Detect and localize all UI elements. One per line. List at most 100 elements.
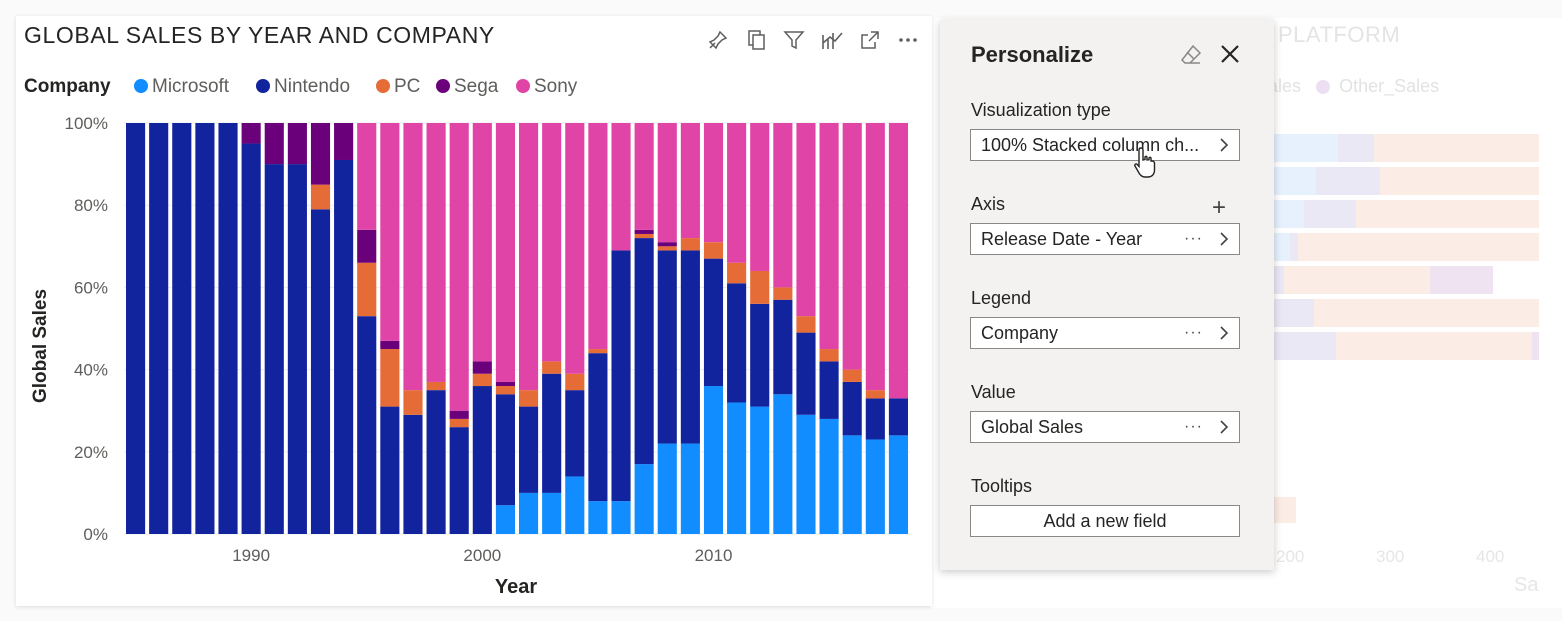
bar-nintendo-1996[interactable] xyxy=(380,406,400,534)
bar-microsoft-2014[interactable] xyxy=(796,414,816,534)
legend-item-sega[interactable]: Sega xyxy=(454,76,499,97)
bar-nintendo-2011[interactable] xyxy=(727,283,747,403)
pin-icon[interactable] xyxy=(704,26,732,54)
legend-item-microsoft[interactable]: Microsoft xyxy=(152,76,230,97)
bar-microsoft-2006[interactable] xyxy=(611,501,631,534)
bar-sega-1992[interactable] xyxy=(287,123,307,165)
bar-microsoft-2011[interactable] xyxy=(727,402,747,534)
bar-microsoft-2010[interactable] xyxy=(703,386,724,534)
bar-nintendo-2007[interactable] xyxy=(634,238,654,465)
bar-pc-2009[interactable] xyxy=(680,238,700,251)
bar-sony-2002[interactable] xyxy=(519,123,539,391)
bar-sony-1996[interactable] xyxy=(380,123,400,341)
bar-sony-2009[interactable] xyxy=(680,123,700,239)
copy-icon[interactable] xyxy=(742,26,770,54)
bar-pc-1999[interactable] xyxy=(449,418,469,428)
bar-sony-2010[interactable] xyxy=(703,123,724,243)
bar-nintendo-1991[interactable] xyxy=(264,164,284,534)
bar-nintendo-1992[interactable] xyxy=(287,164,307,534)
bar-nintendo-1990[interactable] xyxy=(241,143,261,535)
bar-microsoft-2009[interactable] xyxy=(680,443,700,534)
bar-sony-2018[interactable] xyxy=(888,123,908,399)
bar-sony-2013[interactable] xyxy=(773,123,793,288)
bar-sony-2005[interactable] xyxy=(588,123,608,350)
bar-sega-2007[interactable] xyxy=(634,229,654,234)
bar-sony-2004[interactable] xyxy=(565,123,585,374)
bar-pc-2015[interactable] xyxy=(819,349,839,362)
bar-pc-1995[interactable] xyxy=(357,262,377,317)
bar-sony-2015[interactable] xyxy=(819,123,839,350)
bar-pc-2002[interactable] xyxy=(519,390,539,407)
legend-item-sony[interactable]: Sony xyxy=(534,76,578,97)
bar-sony-2012[interactable] xyxy=(750,123,770,271)
bar-sony-2000[interactable] xyxy=(472,123,492,362)
bar-microsoft-2015[interactable] xyxy=(819,418,839,534)
bar-sony-2006[interactable] xyxy=(611,123,631,251)
value-more-icon[interactable]: ··· xyxy=(1184,418,1203,435)
bar-nintendo-2009[interactable] xyxy=(680,250,700,444)
bar-sega-1991[interactable] xyxy=(264,123,284,165)
bar-pc-2011[interactable] xyxy=(727,262,747,284)
bar-pc-1998[interactable] xyxy=(426,381,446,391)
bar-pc-2012[interactable] xyxy=(750,270,770,304)
eraser-icon[interactable] xyxy=(1178,42,1204,68)
bar-sony-2017[interactable] xyxy=(865,123,885,391)
expand-icon[interactable] xyxy=(856,26,884,54)
bar-sega-2001[interactable] xyxy=(495,381,515,387)
bar-nintendo-2006[interactable] xyxy=(611,250,631,502)
bar-nintendo-2015[interactable] xyxy=(819,361,839,419)
filter-icon[interactable] xyxy=(780,26,808,54)
bar-pc-2004[interactable] xyxy=(565,373,585,391)
bar-nintendo-2010[interactable] xyxy=(703,258,724,387)
bar-nintendo-2013[interactable] xyxy=(773,299,793,395)
bar-pc-1996[interactable] xyxy=(380,349,400,407)
bar-pc-1997[interactable] xyxy=(403,390,423,415)
bar-sony-2001[interactable] xyxy=(495,123,515,382)
bar-pc-2010[interactable] xyxy=(703,242,724,259)
more-options-icon[interactable] xyxy=(894,26,922,54)
bar-pc-2017[interactable] xyxy=(865,390,885,399)
bar-microsoft-2013[interactable] xyxy=(773,394,793,534)
axis-more-icon[interactable]: ··· xyxy=(1184,230,1203,247)
chevron-right-icon[interactable] xyxy=(1215,418,1233,436)
bar-nintendo-2001[interactable] xyxy=(495,394,515,506)
bar-microsoft-2018[interactable] xyxy=(888,435,908,534)
legend-field[interactable]: Company ··· xyxy=(970,317,1240,349)
legend-more-icon[interactable]: ··· xyxy=(1184,324,1203,341)
bar-nintendo-1987[interactable] xyxy=(172,123,192,534)
legend-item-pc[interactable]: PC xyxy=(394,76,420,97)
bar-nintendo-1985[interactable] xyxy=(126,123,146,534)
bar-sony-1995[interactable] xyxy=(357,123,377,230)
bar-nintendo-1995[interactable] xyxy=(357,316,377,534)
bar-pc-1993[interactable] xyxy=(310,184,331,210)
bar-nintendo-2002[interactable] xyxy=(519,406,539,493)
chevron-right-icon[interactable] xyxy=(1215,324,1233,342)
bar-nintendo-1997[interactable] xyxy=(403,414,423,534)
bar-sony-1998[interactable] xyxy=(426,123,446,382)
chevron-right-icon[interactable] xyxy=(1215,230,1233,248)
bar-microsoft-2016[interactable] xyxy=(842,435,862,534)
add-tooltip-field-button[interactable]: Add a new field xyxy=(970,505,1240,537)
bar-nintendo-2014[interactable] xyxy=(796,332,816,415)
bar-pc-2003[interactable] xyxy=(542,361,562,374)
close-icon[interactable] xyxy=(1216,40,1244,68)
bar-pc-2000[interactable] xyxy=(472,373,492,387)
bar-sega-2000[interactable] xyxy=(472,361,492,374)
bar-nintendo-2018[interactable] xyxy=(888,398,908,436)
bar-pc-2014[interactable] xyxy=(796,316,816,333)
bar-nintendo-2012[interactable] xyxy=(750,303,770,407)
bar-nintendo-1986[interactable] xyxy=(149,123,169,534)
bar-pc-2007[interactable] xyxy=(634,233,654,239)
bar-nintendo-2008[interactable] xyxy=(657,250,677,444)
bar-microsoft-2017[interactable] xyxy=(865,439,885,534)
bar-microsoft-2002[interactable] xyxy=(519,492,539,534)
bar-sega-1990[interactable] xyxy=(241,123,261,144)
legend-item-nintendo[interactable]: Nintendo xyxy=(274,76,350,97)
bar-sony-2003[interactable] xyxy=(542,123,562,362)
bar-nintendo-1994[interactable] xyxy=(334,159,354,535)
bar-sega-1994[interactable] xyxy=(334,123,354,160)
bar-nintendo-1989[interactable] xyxy=(218,123,238,534)
bar-pc-2008[interactable] xyxy=(657,246,677,251)
bar-microsoft-2004[interactable] xyxy=(565,476,585,534)
bar-nintendo-2005[interactable] xyxy=(588,353,608,502)
